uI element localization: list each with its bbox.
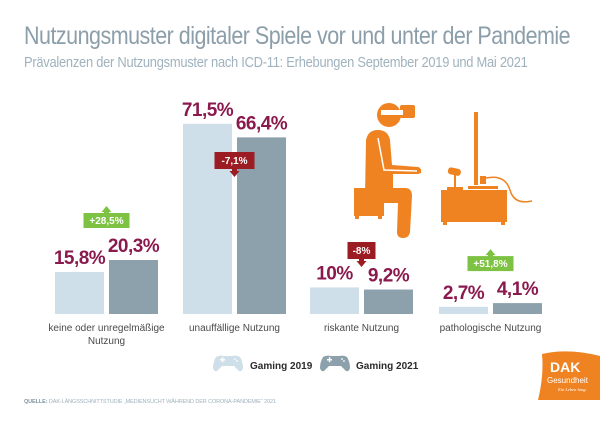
change-badge: -7,1% (214, 152, 255, 177)
bar-2019 (310, 287, 359, 314)
change-label: -7,1% (221, 156, 247, 167)
legend-label-2021: Gaming 2021 (356, 361, 419, 372)
value-label: 71,5% (182, 100, 234, 121)
value-label: 20,3% (108, 236, 160, 257)
bar-2019 (55, 271, 104, 314)
legend-item-2021: Gaming 2021 (320, 355, 419, 372)
chart-subtitle: Prävalenzen der Nutzungsmuster nach ICD-… (24, 54, 528, 71)
legend: Gaming 2019 Gaming 2021 (213, 355, 419, 372)
change-badge: -8% (347, 242, 376, 267)
legend-item-2019: Gaming 2019 (213, 355, 313, 372)
change-label: +51,8% (473, 259, 507, 270)
arrow-down-icon (356, 259, 367, 267)
change-badge: +28,5% (83, 206, 130, 229)
bar-2021 (364, 289, 413, 314)
person-vr-gaming-icon (354, 103, 533, 238)
dak-logo: DAK Gesundheit Ein Leben lang. (538, 351, 600, 400)
value-label: 4,1% (497, 279, 539, 300)
gamepad-icon (320, 355, 350, 372)
value-label: 2,7% (443, 283, 485, 304)
change-label: +28,5% (89, 216, 123, 227)
logo-tagline: Ein Leben lang. (557, 387, 587, 392)
arrow-up-icon (485, 249, 496, 258)
change-badge: +51,8% (467, 249, 514, 272)
category-label: Nutzung (88, 336, 125, 347)
source-prefix: QUELLE: (24, 399, 48, 405)
logo-brand: DAK (550, 359, 580, 375)
change-label: -8% (353, 246, 371, 257)
value-label: 66,4% (236, 113, 288, 134)
category-label: unauffällige Nutzung (189, 323, 280, 334)
value-label: 9,2% (368, 266, 410, 287)
legend-label-2019: Gaming 2019 (250, 361, 313, 372)
source-note: QUELLE: DAK-LÄNGSSCHNITTSTUDIE „MEDIENSU… (24, 399, 276, 405)
bar-2021 (109, 260, 158, 314)
category-label: keine oder unregelmäßige (48, 323, 165, 334)
value-label: 10% (316, 263, 353, 284)
source-text: DAK-LÄNGSSCHNITTSTUDIE „MEDIENSUCHT WÄHR… (48, 399, 276, 405)
gamepad-icon (213, 355, 243, 372)
value-label: 15,8% (54, 248, 106, 269)
chart-title: Nutzungsmuster digitaler Spiele vor und … (24, 22, 571, 50)
bar-2019 (439, 306, 488, 314)
category-label: pathologische Nutzung (440, 323, 542, 334)
arrow-down-icon (229, 169, 240, 177)
category-label: riskante Nutzung (324, 323, 399, 334)
arrow-up-icon (101, 206, 112, 215)
bar-2021 (493, 303, 542, 314)
logo-name: Gesundheit (547, 376, 589, 385)
